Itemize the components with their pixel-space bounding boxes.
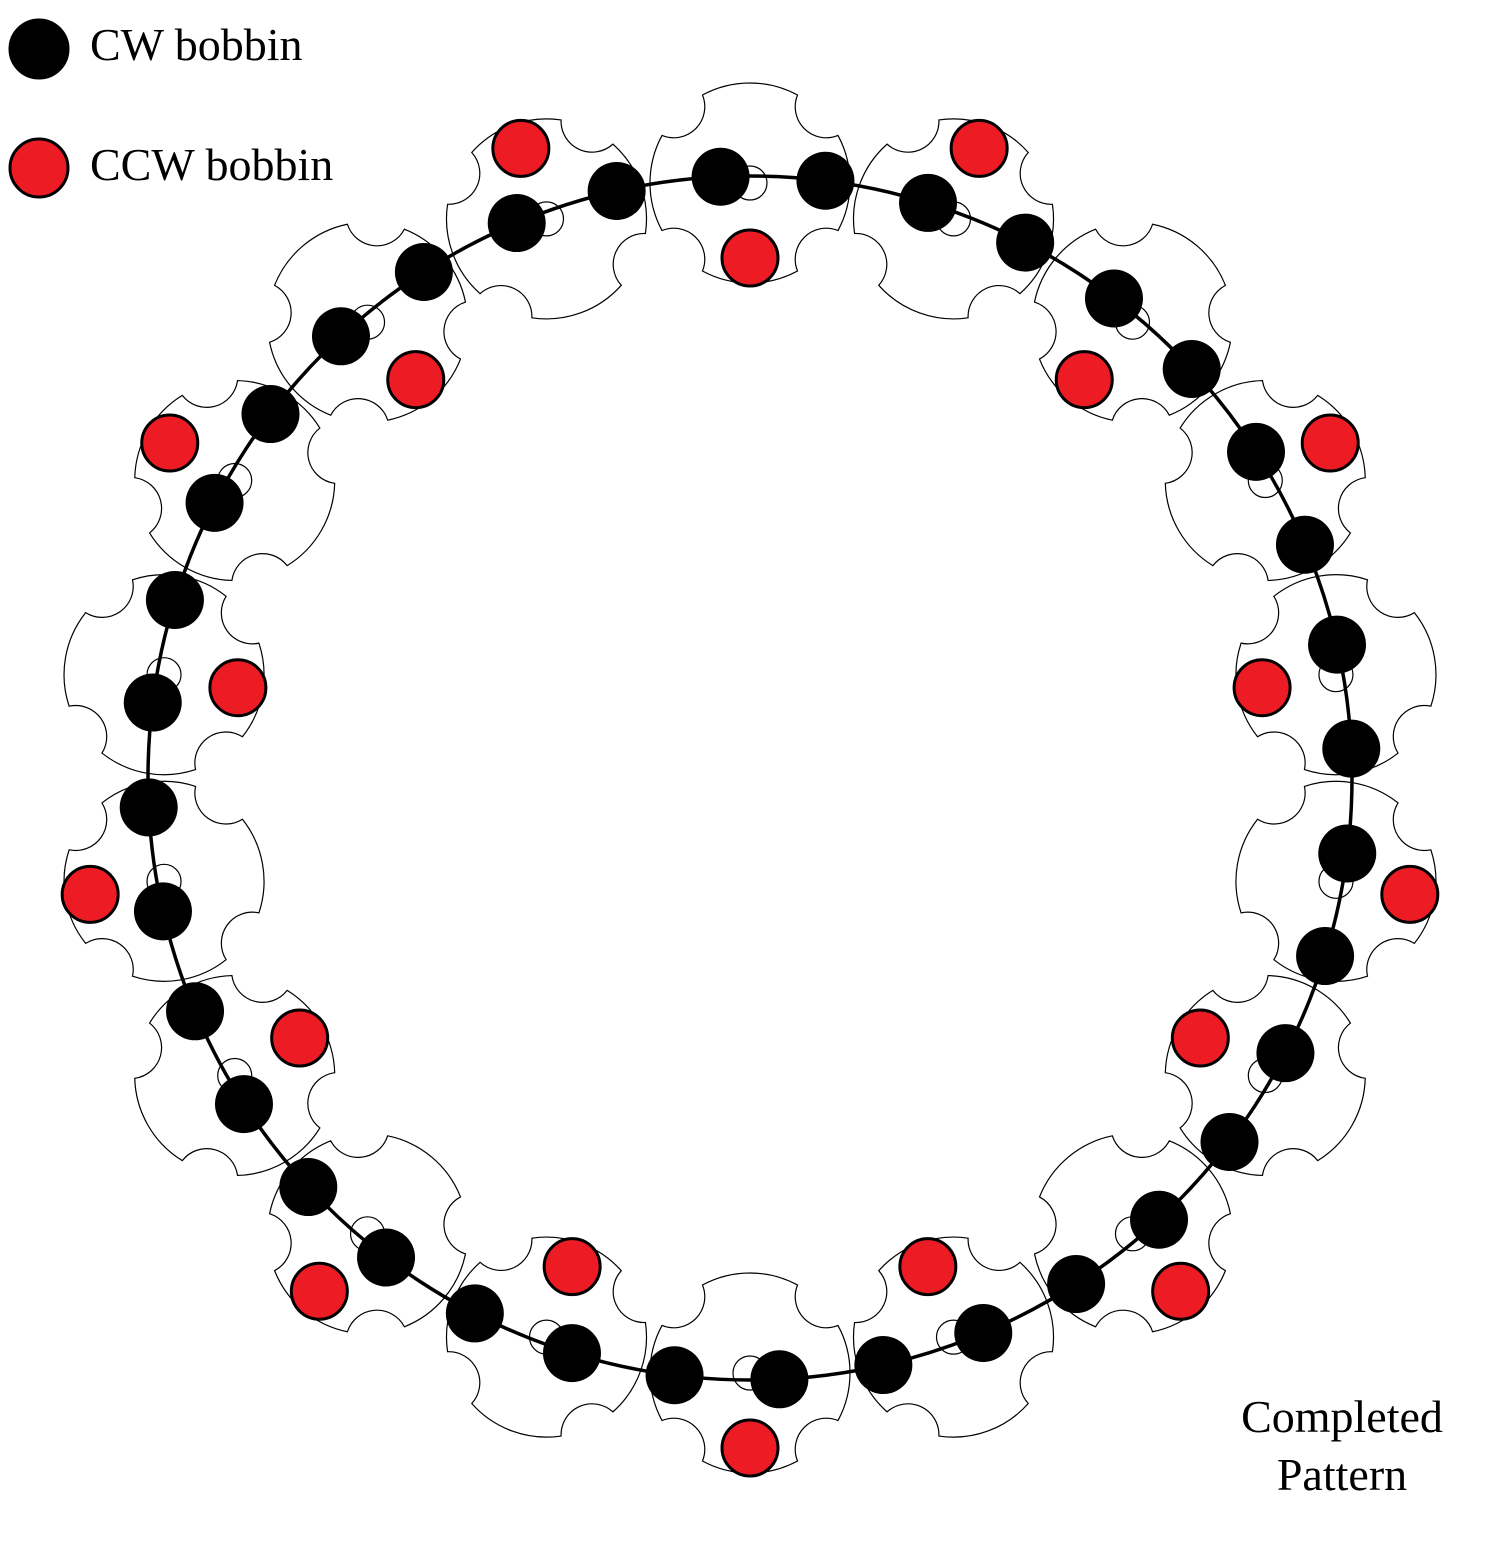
horn-gear-outline [852,1236,1055,1438]
ccw-bobbin [898,1237,958,1297]
cw-bobbin [357,1228,416,1287]
cw-bobbin [241,385,300,444]
ccw-bobbin [1300,413,1360,473]
horn-gear [134,974,336,1177]
horn-gear-outline [649,82,851,284]
cw-bobbin [166,982,225,1041]
cw-bobbin [1200,1112,1259,1171]
cw-bobbin [394,242,453,301]
cw-bobbin [1084,269,1143,328]
cw-bobbin [1256,1024,1315,1083]
caption: Completed Pattern [1241,1391,1443,1500]
horn-gear-outline [63,574,265,776]
horn-gear-outline [649,1272,851,1474]
ccw-bobbin-group [60,118,1440,1478]
cw-bobbin [123,673,182,732]
cw-bobbin [445,1284,504,1343]
legend-cw-bobbin-icon [8,18,70,80]
ccw-bobbin [1151,1261,1211,1321]
horn-gear [852,1236,1055,1438]
cw-bobbin [1047,1255,1106,1314]
cw-bobbin [854,1336,913,1395]
cw-bobbin [1130,1190,1189,1249]
cw-bobbin [899,173,958,232]
ccw-bobbin [1054,350,1114,410]
cw-bobbin [1227,422,1286,481]
cw-bobbin [119,778,178,837]
horn-gear-outline [1164,379,1366,582]
legend-cw-label: CW bobbin [90,19,303,70]
ccw-bobbin [720,1418,780,1478]
horn-gear [1235,574,1437,776]
horn-gear [1235,780,1437,982]
horn-gear-outline [1235,574,1437,776]
horn-gear [134,379,336,582]
cw-bobbin [185,473,244,532]
ccw-bobbin [1232,658,1292,718]
legend: CW bobbin CCW bobbin [8,18,333,199]
ccw-bobbin [140,413,200,473]
ccw-bobbin [949,118,1009,178]
horn-gear [852,118,1055,320]
horn-gear-outline [852,118,1055,320]
caption-line-2: Pattern [1277,1449,1407,1500]
horn-gear-outline [63,780,265,982]
legend-ccw-bobbin-icon [8,137,70,199]
ccw-bobbin [289,1261,349,1321]
horn-gear [63,780,265,982]
cw-bobbin [133,882,192,941]
cw-bobbin [996,213,1055,272]
ccw-bobbin [386,350,446,410]
horn-gear-outline [445,118,648,320]
ccw-bobbin [1170,1008,1230,1068]
cw-bobbin [214,1075,273,1134]
ccw-bobbin [542,1237,602,1297]
ccw-bobbin [60,864,120,924]
cw-bobbin [1318,824,1377,883]
ccw-bobbin [1380,864,1440,924]
cw-bobbin [691,147,750,206]
ccw-bobbin [491,118,551,178]
cw-bobbin [145,570,204,629]
horn-gear [649,1272,851,1474]
ccw-bobbin [270,1008,330,1068]
horn-gear [649,82,851,284]
cw-bobbin [587,161,646,220]
horn-gear-outline [1164,974,1366,1177]
cw-bobbin-track [146,174,1354,1382]
horn-gear [1164,379,1366,582]
cw-bobbin [954,1303,1013,1362]
cw-bobbin [1162,339,1221,398]
cw-bobbin [279,1158,338,1217]
cw-bobbin [1308,615,1367,674]
horn-gear-group [63,82,1437,1474]
horn-gear-outline [1235,780,1437,982]
horn-gear-outline [134,974,336,1177]
horn-gear-outline [445,1236,648,1438]
cw-bobbin [1275,515,1334,574]
cw-bobbin [487,194,546,253]
cw-bobbin [645,1346,704,1405]
horn-gear [1164,974,1366,1177]
cw-bobbin [1322,719,1381,778]
ccw-bobbin [208,658,268,718]
cw-bobbin [1296,927,1355,986]
cw-bobbin [542,1324,601,1383]
cw-bobbin [311,307,370,366]
cw-bobbin-group [119,147,1381,1409]
caption-line-1: Completed [1241,1391,1443,1442]
ccw-bobbin [720,228,780,288]
cw-bobbin [750,1350,809,1409]
horn-gear-outline [134,379,336,582]
legend-ccw-label: CCW bobbin [90,139,333,190]
cw-bobbin [796,151,855,210]
